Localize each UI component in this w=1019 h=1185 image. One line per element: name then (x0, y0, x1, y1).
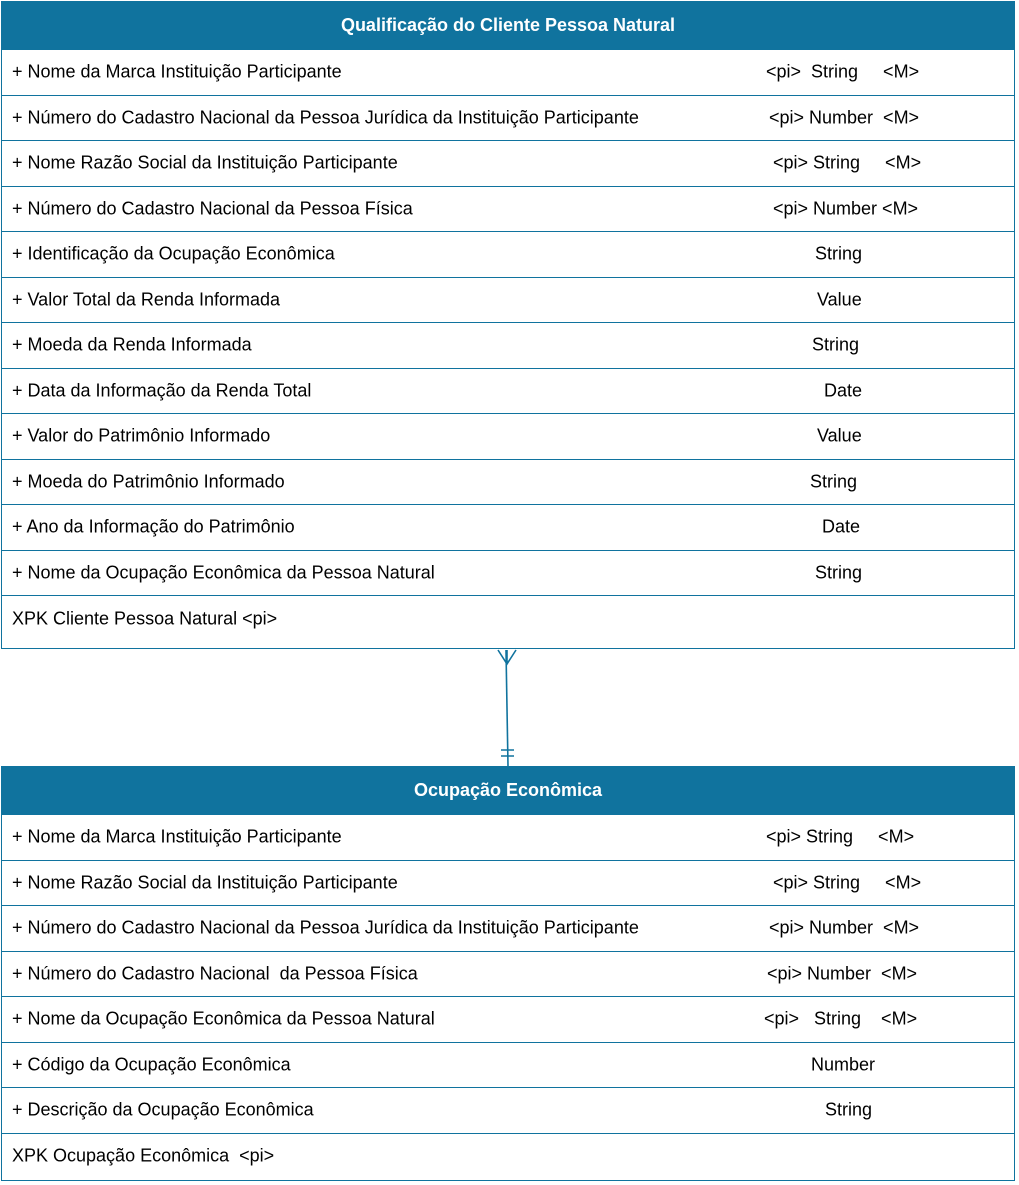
attribute-name: + Número do Cadastro Nacional da Pessoa … (12, 917, 639, 938)
attribute-name: + Número do Cadastro Nacional da Pessoa … (12, 198, 413, 219)
attribute-type: <pi> String <M> (764, 1008, 918, 1029)
attribute-name: + Moeda do Patrimônio Informado (12, 471, 285, 492)
attribute-name: + Valor Total da Renda Informada (12, 289, 281, 310)
attribute-name: + Nome Razão Social da Instituição Parti… (12, 152, 398, 173)
attribute-row[interactable]: + Número do Cadastro Nacional da Pessoa … (2, 187, 1014, 232)
relationship-line (505, 649, 509, 767)
attribute-type: Date (824, 380, 863, 401)
attribute-type: String (815, 562, 863, 583)
attribute-row[interactable]: + Nome da Marca Instituição Participante… (2, 815, 1014, 861)
entity-title: Ocupação Econômica (2, 767, 1014, 815)
attribute-type: String (812, 334, 860, 355)
attribute-type: <pi> String <M> (766, 61, 920, 82)
attribute-row[interactable]: + Nome da Marca Instituição Participante… (2, 50, 1014, 96)
attribute-name: + Moeda da Renda Informada (12, 334, 252, 355)
attribute-row[interactable]: + Nome da Ocupação Econômica da Pessoa N… (2, 551, 1014, 596)
attribute-type: <pi> String <M> (773, 152, 922, 173)
entity-title: Qualificação do Cliente Pessoa Natural (2, 2, 1014, 50)
attribute-name: + Ano da Informação do Patrimônio (12, 516, 295, 537)
attribute-name: + Código da Ocupação Econômica (12, 1054, 291, 1075)
attribute-name: + Nome da Ocupação Econômica da Pessoa N… (12, 1008, 435, 1029)
entity-qualificacao-cliente[interactable]: Qualificação do Cliente Pessoa Natural +… (1, 1, 1015, 649)
attribute-row[interactable]: + Nome Razão Social da Instituição Parti… (2, 141, 1014, 187)
primary-key-label: XPK Cliente Pessoa Natural <pi> (12, 608, 278, 629)
attribute-name: + Número do Cadastro Nacional da Pessoa … (12, 107, 639, 128)
attribute-type: String (810, 471, 858, 492)
attribute-type: <pi> String <M> (766, 826, 915, 847)
attribute-type: Number (811, 1054, 876, 1075)
attribute-name: + Data da Informação da Renda Total (12, 380, 312, 401)
primary-key-row[interactable]: XPK Cliente Pessoa Natural <pi> (2, 596, 1014, 642)
attribute-row[interactable]: + Identificação da Ocupação Econômica Str… (2, 232, 1014, 278)
attribute-type: <pi> Number <M> (769, 917, 920, 938)
attribute-name: + Nome da Marca Instituição Participante (12, 61, 342, 82)
attribute-name: + Descrição da Ocupação Econômica (12, 1099, 314, 1120)
attribute-type: Date (822, 516, 861, 537)
attribute-name: + Número do Cadastro Nacional da Pessoa … (12, 963, 418, 984)
primary-key-label: XPK Ocupação Econômica <pi> (12, 1145, 275, 1166)
attribute-name: + Identificação da Ocupação Econômica (12, 243, 335, 264)
attribute-type: <pi> Number <M> (767, 963, 918, 984)
attribute-name: + Nome Razão Social da Instituição Parti… (12, 872, 398, 893)
attribute-type: String (815, 243, 863, 264)
attribute-row[interactable]: + Número do Cadastro Nacional da Pessoa … (2, 906, 1014, 952)
attribute-type: Value (817, 289, 862, 310)
attribute-name: + Nome da Ocupação Econômica da Pessoa N… (12, 562, 435, 583)
attribute-row[interactable]: + Moeda do Patrimônio Informado String (2, 460, 1014, 505)
attribute-row[interactable]: + Data da Informação da Renda Total Date (2, 369, 1014, 414)
attribute-row[interactable]: + Ano da Informação do Patrimônio Date (2, 505, 1014, 551)
attribute-row[interactable]: + Código da Ocupação Econômica Number (2, 1043, 1014, 1088)
attribute-type: <pi> Number <M> (773, 198, 919, 219)
attribute-row[interactable]: + Valor do Patrimônio Informado Value (2, 414, 1014, 460)
attribute-type: Value (817, 425, 862, 446)
attribute-row[interactable]: + Moeda da Renda Informada String (2, 323, 1014, 369)
attribute-name: + Valor do Patrimônio Informado (12, 425, 271, 446)
attribute-type: String (825, 1099, 873, 1120)
crowfoot-many-icon (497, 649, 517, 666)
attribute-type: <pi> Number <M> (769, 107, 920, 128)
attribute-row[interactable]: + Número do Cadastro Nacional da Pessoa … (2, 952, 1014, 997)
attribute-name: + Nome da Marca Instituição Participante (12, 826, 342, 847)
attribute-row[interactable]: + Nome da Ocupação Econômica da Pessoa N… (2, 997, 1014, 1043)
attribute-row[interactable]: + Número do Cadastro Nacional da Pessoa … (2, 96, 1014, 141)
attribute-row[interactable]: + Nome Razão Social da Instituição Parti… (2, 861, 1014, 906)
one-mandatory-icon (501, 749, 514, 757)
attribute-row[interactable]: + Descrição da Ocupação Econômica String (2, 1088, 1014, 1134)
entity-ocupacao-economica[interactable]: Ocupação Econômica + Nome da Marca Insti… (1, 766, 1015, 1181)
attribute-type: <pi> String <M> (773, 872, 922, 893)
primary-key-row[interactable]: XPK Ocupação Econômica <pi> (2, 1134, 1014, 1180)
attribute-row[interactable]: + Valor Total da Renda Informada Value (2, 278, 1014, 323)
